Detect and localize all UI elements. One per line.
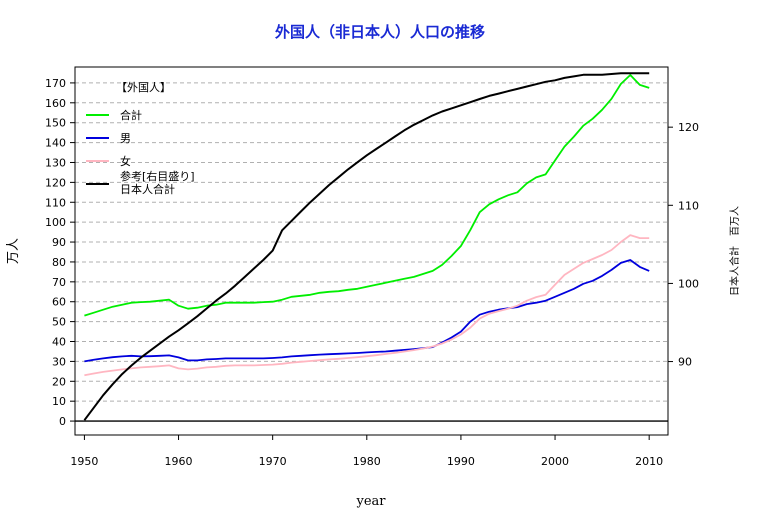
y2-tick-label: 100 [678, 277, 699, 290]
x-tick-label: 1960 [165, 455, 193, 468]
x-tick-label: 1990 [447, 455, 475, 468]
legend-label-line: 合計 [120, 108, 142, 122]
y2-tick-label: 110 [678, 199, 699, 212]
plot-frame [74, 66, 669, 436]
series-line [84, 259, 650, 363]
legend-label-line: 男 [120, 132, 131, 145]
x-tick-label: 1970 [259, 455, 287, 468]
legend-label-line: 参考[右目盛り] [120, 169, 195, 183]
legend-label-line: 日本人合計 [120, 182, 175, 196]
y-tick-label: 50 [52, 316, 66, 329]
y-tick-label: 0 [59, 415, 66, 428]
chart-title: 外国人（非日本人）人口の推移 [274, 23, 485, 41]
y-tick-label: 90 [52, 236, 66, 249]
y-tick-label: 30 [52, 355, 66, 368]
y-tick-label: 160 [45, 97, 66, 110]
legend-label: 男 [120, 132, 131, 145]
x-axis-title: year [355, 494, 386, 509]
series-line [83, 72, 650, 421]
axes: 0 10 20 30 40 50 60 70 80 90 100 110 120 130 140 150 160… [45, 77, 699, 468]
series-line [84, 74, 650, 317]
y2-tick-label: 90 [678, 356, 692, 369]
y-tick-label: 140 [45, 137, 66, 150]
y-tick-label: 100 [45, 216, 66, 229]
series-lines [83, 72, 650, 421]
y-axis-title: 万人 [6, 238, 21, 264]
y-tick-label: 60 [52, 296, 66, 309]
y-tick-label: 150 [45, 117, 66, 130]
y2-tick-label: 120 [678, 121, 699, 134]
y-tick-label: 170 [45, 77, 66, 90]
y-tick-label: 80 [52, 256, 66, 269]
legend-label: 女 [120, 154, 131, 168]
legend-label: 参考[右目盛り]日本人合計 [120, 169, 195, 196]
x-tick-label: 2010 [635, 455, 663, 468]
y-tick-label: 120 [45, 176, 66, 189]
y2-axis-title: 日本人合計 百万人 [728, 206, 741, 296]
grid [75, 82, 668, 422]
legend-label-line: 女 [120, 154, 131, 168]
y-tick-label: 40 [52, 336, 66, 349]
x-tick-label: 2000 [541, 455, 569, 468]
series-line [84, 234, 650, 377]
legend-label: 合計 [120, 108, 142, 122]
y-tick-label: 10 [52, 395, 66, 408]
y-tick-label: 20 [52, 375, 66, 388]
y-tick-label: 70 [52, 276, 66, 289]
y-tick-label: 110 [45, 196, 66, 209]
x-tick-label: 1980 [353, 455, 381, 468]
legend-header: 【外国人】 [116, 81, 171, 94]
y-tick-label: 130 [45, 156, 66, 169]
x-tick-label: 1950 [70, 455, 98, 468]
